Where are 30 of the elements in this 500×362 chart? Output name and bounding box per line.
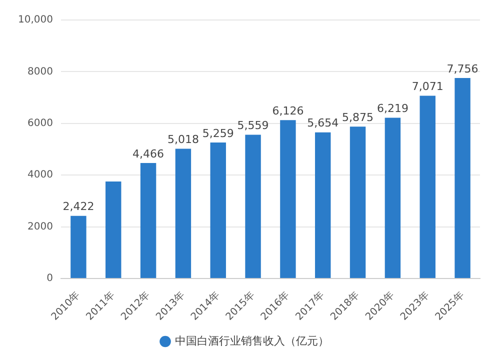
data-label: 5,875 xyxy=(342,110,374,124)
bar xyxy=(140,163,156,278)
bar xyxy=(175,148,192,278)
bar xyxy=(420,96,436,278)
bar xyxy=(70,216,86,278)
bar xyxy=(245,134,261,278)
y-tick-label: 0 xyxy=(46,273,53,284)
y-tick-label: 6000 xyxy=(28,118,53,129)
data-label: 7,756 xyxy=(446,62,478,76)
bar xyxy=(106,182,122,278)
data-label: 5,559 xyxy=(237,119,269,132)
bar xyxy=(210,142,226,278)
y-tick-label: 4000 xyxy=(28,170,53,181)
bar xyxy=(315,132,331,278)
y-tick-label: 8000 xyxy=(28,66,53,78)
data-label: 6,126 xyxy=(272,104,304,118)
bar xyxy=(280,120,296,278)
data-label: 4,466 xyxy=(132,147,164,160)
data-label: 2,422 xyxy=(62,200,94,214)
y-tick-label: 10,000 xyxy=(18,14,53,26)
data-label: 5,018 xyxy=(167,133,199,146)
data-label: 5,259 xyxy=(202,126,234,140)
data-label: 6,219 xyxy=(376,102,408,116)
data-label: 7,071 xyxy=(412,80,444,94)
bar xyxy=(350,126,366,278)
bar xyxy=(454,78,470,278)
data-label: 5,654 xyxy=(307,116,339,130)
y-tick-label: 2000 xyxy=(28,221,53,232)
legend-label: 中国白酒行业销售收入（亿元） xyxy=(174,334,329,348)
bar xyxy=(384,118,401,278)
